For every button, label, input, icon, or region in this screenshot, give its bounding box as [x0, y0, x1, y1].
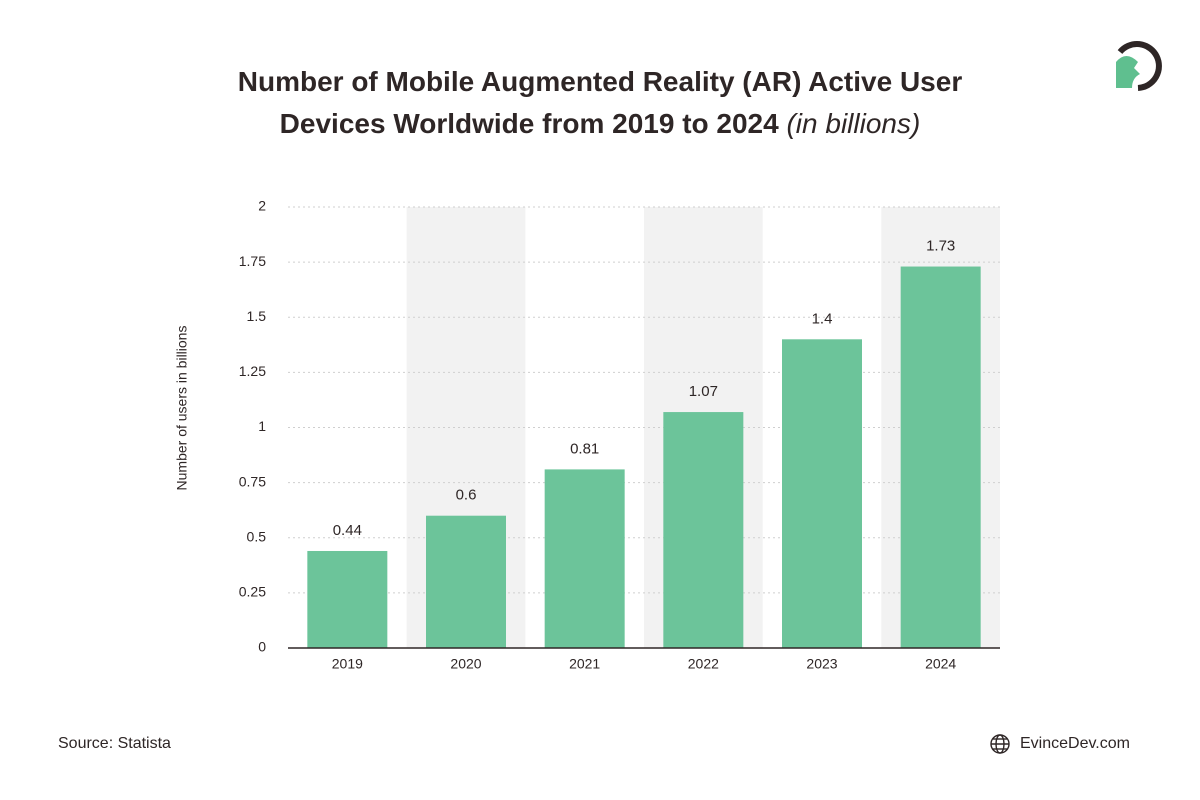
- y-tick-label: 1.75: [239, 253, 266, 269]
- value-label: 1.07: [689, 383, 718, 400]
- bar: [426, 515, 506, 648]
- x-tick-label: 2021: [569, 656, 600, 672]
- y-tick-label: 0.75: [239, 473, 266, 489]
- chart-title: Number of Mobile Augmented Reality (AR) …: [238, 66, 963, 97]
- y-tick-label: 0.5: [247, 528, 267, 544]
- y-tick-label: 2: [258, 198, 266, 214]
- globe-icon: [990, 734, 1010, 754]
- bar: [544, 469, 625, 648]
- value-label: 1.73: [926, 238, 955, 255]
- x-tick-label: 2023: [806, 656, 837, 672]
- y-tick-label: 1.25: [239, 363, 266, 379]
- bar: [663, 412, 744, 648]
- chart-subtitle: (in billions): [786, 108, 920, 139]
- source: Source: Statista: [58, 735, 171, 752]
- brand: EvinceDev.com: [1020, 735, 1130, 752]
- value-label: 0.81: [570, 440, 599, 457]
- bar: [900, 266, 981, 648]
- chart-title-line-1: Number of Mobile Augmented Reality (AR) …: [238, 66, 963, 97]
- x-tick-label: 2024: [925, 656, 956, 672]
- y-tick-label: 0.25: [239, 584, 266, 600]
- bar: [307, 550, 388, 648]
- y-tick-label: 1: [258, 418, 266, 434]
- grid-layer: [288, 206, 1000, 594]
- chart-title: Devices Worldwide from 2019 to 2024: [280, 108, 787, 139]
- logo: [1116, 41, 1162, 91]
- value-label: 0.6: [456, 487, 477, 504]
- bar: [782, 339, 862, 648]
- y-tick-label: 0: [258, 639, 266, 655]
- x-tick-label: 2022: [688, 656, 719, 672]
- value-label: 1.4: [812, 310, 833, 327]
- chart-title-line-2: Devices Worldwide from 2019 to 2024 (in …: [280, 108, 921, 139]
- value-label: 0.44: [333, 522, 362, 539]
- y-axis-label: Number of users in billions: [174, 326, 190, 491]
- x-tick-label: 2020: [450, 656, 481, 672]
- y-tick-label: 1.5: [247, 308, 267, 324]
- x-tick-label: 2019: [332, 656, 363, 672]
